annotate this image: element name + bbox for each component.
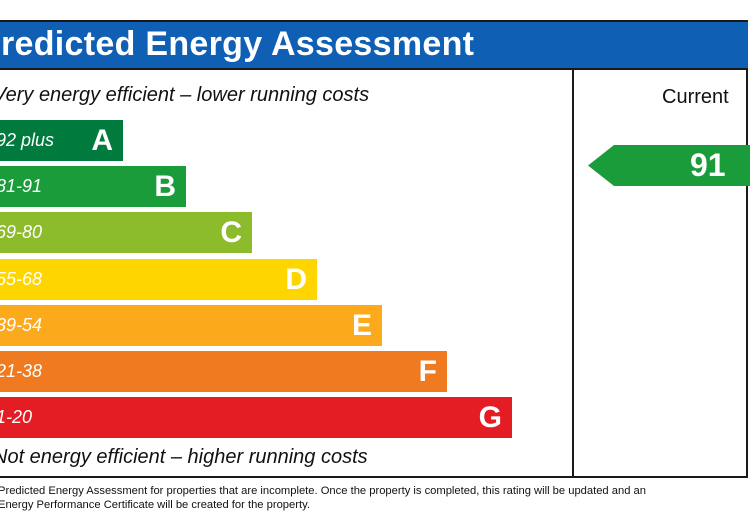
band-c: 69-80 C bbox=[0, 212, 252, 254]
band-e-range: 39-54 bbox=[0, 314, 43, 335]
chart-frame bbox=[0, 20, 748, 478]
band-c-letter: C bbox=[220, 216, 242, 250]
footer-line-2: Energy Performance Certificate will be c… bbox=[0, 499, 310, 511]
efficient-note: Very energy efficient – lower running co… bbox=[0, 84, 370, 106]
band-g-range: 1-20 bbox=[0, 407, 33, 428]
chart-title: Predicted Energy Assessment bbox=[0, 25, 475, 63]
current-rating-value: 91 bbox=[690, 147, 726, 183]
band-a-range: 92 plus bbox=[0, 130, 55, 150]
inefficient-note: Not energy efficient – higher running co… bbox=[0, 446, 368, 468]
band-f-letter: F bbox=[418, 355, 437, 388]
band-f-range: 21-38 bbox=[0, 361, 43, 381]
band-b-range: 81-91 bbox=[0, 176, 43, 197]
band-d-range: 55-68 bbox=[0, 268, 43, 289]
band-g-letter: G bbox=[478, 401, 502, 435]
band-b: 81-91 B bbox=[0, 166, 186, 208]
band-d-letter: D bbox=[285, 262, 307, 296]
footer-note: Predicted Energy Assessment for properti… bbox=[0, 484, 646, 512]
footer-line-1: Predicted Energy Assessment for properti… bbox=[0, 485, 646, 497]
current-rating-arrow bbox=[588, 145, 750, 186]
band-b-letter: B bbox=[154, 170, 176, 204]
band-a-letter: A bbox=[91, 124, 113, 157]
current-column-header: Current bbox=[662, 86, 729, 108]
band-e-letter: E bbox=[351, 308, 372, 342]
band-e: 39-54 E bbox=[0, 304, 382, 346]
band-d: 55-68 D bbox=[0, 258, 317, 300]
title-bar bbox=[0, 22, 748, 70]
band-a: 92 plus A bbox=[0, 120, 123, 161]
band-g: 1-20 G bbox=[0, 397, 512, 439]
column-divider bbox=[572, 70, 574, 478]
band-f: 21-38 F bbox=[0, 351, 447, 392]
band-c-range: 69-80 bbox=[0, 222, 43, 243]
